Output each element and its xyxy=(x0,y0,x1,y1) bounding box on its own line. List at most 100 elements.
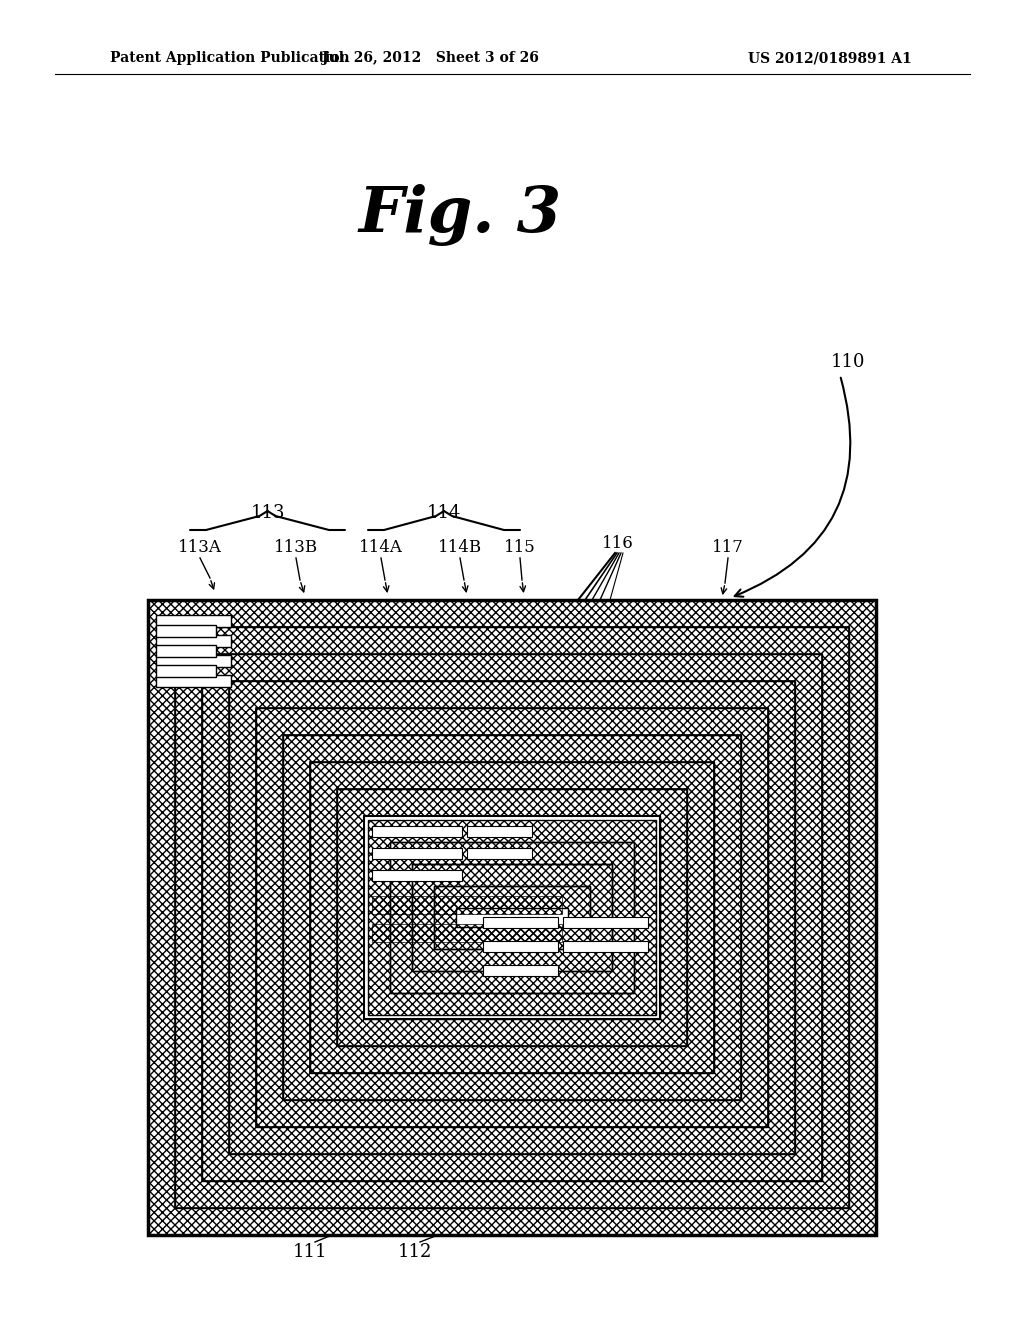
Text: 110: 110 xyxy=(830,352,865,371)
Bar xyxy=(612,865,634,972)
Bar xyxy=(483,965,558,975)
Bar xyxy=(795,681,822,1154)
Bar xyxy=(849,627,876,1208)
Bar xyxy=(372,896,562,913)
Text: 116: 116 xyxy=(602,535,634,552)
Bar xyxy=(434,927,590,949)
Bar xyxy=(156,645,216,657)
Bar xyxy=(822,653,849,1181)
Bar xyxy=(256,1100,768,1127)
Bar xyxy=(364,816,660,1019)
Bar xyxy=(467,847,532,859)
Bar xyxy=(390,842,634,865)
Bar xyxy=(368,820,656,1015)
FancyArrowPatch shape xyxy=(735,378,850,597)
Bar xyxy=(148,601,876,1236)
Bar xyxy=(229,681,795,1154)
Bar xyxy=(148,627,175,1208)
Bar xyxy=(368,820,656,842)
Bar xyxy=(483,917,558,928)
Bar xyxy=(434,886,590,949)
Bar xyxy=(229,1127,795,1154)
Bar xyxy=(412,865,612,886)
Bar xyxy=(364,816,660,1019)
Bar xyxy=(156,655,231,667)
Bar xyxy=(337,789,687,1045)
Bar xyxy=(563,941,648,952)
Text: 114A: 114A xyxy=(359,540,402,557)
Text: 113A: 113A xyxy=(178,540,222,557)
Text: 114B: 114B xyxy=(438,540,482,557)
Bar xyxy=(412,949,612,972)
Bar xyxy=(256,735,283,1100)
Bar xyxy=(156,615,231,627)
Bar xyxy=(687,789,714,1045)
Bar xyxy=(283,1073,741,1100)
Bar xyxy=(175,653,202,1181)
Bar xyxy=(337,1019,687,1045)
Bar xyxy=(390,865,412,972)
Bar xyxy=(372,924,562,942)
Bar xyxy=(148,601,876,1236)
Bar xyxy=(412,865,612,972)
Bar xyxy=(372,826,462,837)
Bar xyxy=(283,735,741,1100)
Bar xyxy=(229,681,795,1154)
Bar xyxy=(390,842,634,993)
Bar xyxy=(202,1154,822,1181)
Text: 113B: 113B xyxy=(274,540,318,557)
Bar xyxy=(202,653,822,681)
Bar xyxy=(283,735,741,1100)
Bar xyxy=(634,842,656,993)
Bar xyxy=(390,972,634,993)
Bar xyxy=(590,886,612,949)
Text: 117: 117 xyxy=(712,540,744,557)
Bar xyxy=(156,624,216,638)
Bar xyxy=(768,708,795,1127)
Bar xyxy=(175,1181,849,1208)
Bar xyxy=(563,917,648,928)
Bar xyxy=(202,653,822,1181)
Bar xyxy=(337,789,687,1045)
Bar xyxy=(483,941,558,952)
Bar xyxy=(434,908,456,927)
Bar xyxy=(175,627,849,1208)
Bar xyxy=(741,735,768,1100)
Bar xyxy=(283,762,310,1073)
Bar xyxy=(256,708,768,1127)
Bar xyxy=(310,789,337,1045)
Bar xyxy=(660,816,687,1019)
Bar xyxy=(256,708,768,1127)
Text: US 2012/0189891 A1: US 2012/0189891 A1 xyxy=(749,51,912,65)
Bar xyxy=(412,865,612,972)
Bar xyxy=(368,993,656,1015)
Text: Fig. 3: Fig. 3 xyxy=(358,183,561,246)
Bar xyxy=(337,789,687,816)
Bar xyxy=(202,681,229,1154)
Bar xyxy=(156,675,231,686)
Bar xyxy=(283,735,741,762)
Bar xyxy=(310,762,714,1073)
Bar xyxy=(202,653,822,1181)
Text: 112: 112 xyxy=(397,1243,432,1261)
Bar xyxy=(434,886,590,908)
Text: 115: 115 xyxy=(504,540,536,557)
Bar xyxy=(310,762,714,789)
Bar xyxy=(434,886,590,949)
Bar xyxy=(568,908,590,927)
Bar xyxy=(467,826,532,837)
Bar xyxy=(175,627,849,1208)
Bar xyxy=(229,681,795,708)
Bar xyxy=(310,762,714,1073)
Bar xyxy=(310,1045,714,1073)
Text: Jul. 26, 2012   Sheet 3 of 26: Jul. 26, 2012 Sheet 3 of 26 xyxy=(322,51,539,65)
Bar xyxy=(148,601,876,627)
Text: 114: 114 xyxy=(427,504,461,521)
Bar xyxy=(148,1208,876,1236)
Bar xyxy=(412,886,434,949)
Bar xyxy=(390,842,634,993)
Text: Patent Application Publication: Patent Application Publication xyxy=(110,51,349,65)
Bar xyxy=(714,762,741,1073)
Bar xyxy=(372,870,462,880)
Bar xyxy=(156,635,231,647)
